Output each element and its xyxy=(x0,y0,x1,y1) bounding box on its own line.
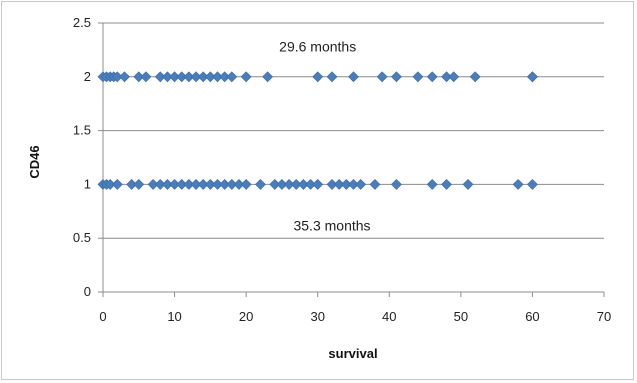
x-tick-label: 0 xyxy=(99,309,106,324)
data-point xyxy=(348,71,359,83)
x-tick-label: 70 xyxy=(597,309,611,324)
data-point xyxy=(462,178,474,190)
data-point xyxy=(176,178,188,190)
y-axis-title: CD46 xyxy=(27,145,42,178)
y-tick-label: 1 xyxy=(84,176,91,191)
data-point xyxy=(133,71,145,83)
data-point xyxy=(169,178,180,190)
data-point xyxy=(190,178,202,190)
data-point xyxy=(305,178,316,190)
data-point xyxy=(448,71,460,83)
axes xyxy=(98,22,605,297)
x-tick-label: 50 xyxy=(454,309,468,324)
data-point xyxy=(391,178,402,190)
data-point xyxy=(369,178,381,190)
data-point xyxy=(226,178,238,190)
data-point xyxy=(133,178,145,190)
data-point xyxy=(161,71,173,83)
data-point xyxy=(297,178,309,190)
y-tick-label: 2 xyxy=(84,69,91,84)
data-point xyxy=(312,178,324,190)
data-point xyxy=(183,71,195,83)
data-point xyxy=(190,71,202,83)
annotation-label: 35.3 months xyxy=(293,217,370,233)
data-point xyxy=(333,178,345,190)
data-point xyxy=(512,178,524,190)
data-point xyxy=(240,71,252,83)
data-point xyxy=(197,178,209,190)
data-point xyxy=(212,71,223,83)
annotations: 29.6 months 35.3 months xyxy=(279,39,370,234)
data-point xyxy=(426,71,438,83)
data-point xyxy=(527,71,538,83)
data-point xyxy=(219,178,231,190)
data-point xyxy=(147,178,159,190)
data-point xyxy=(226,71,238,83)
data-point xyxy=(104,178,116,190)
data-point xyxy=(233,178,245,190)
data-point xyxy=(154,178,166,190)
data-point xyxy=(376,71,388,83)
data-point xyxy=(326,71,338,83)
y-tick-label: 0.5 xyxy=(73,230,91,245)
x-axis-title: survival xyxy=(328,346,377,361)
x-tick-label: 60 xyxy=(525,309,539,324)
data-point xyxy=(276,178,288,190)
data-point xyxy=(262,71,274,83)
data-point xyxy=(312,71,324,83)
x-tick-label: 20 xyxy=(239,309,253,324)
data-point xyxy=(111,71,123,83)
data-point xyxy=(212,178,223,190)
data-point xyxy=(269,178,281,190)
data-point xyxy=(183,178,195,190)
data-point xyxy=(441,178,452,190)
x-tick-label: 10 xyxy=(167,309,181,324)
data-point xyxy=(119,71,130,83)
data-point xyxy=(204,178,216,190)
x-tick-label: 40 xyxy=(382,309,396,324)
data-point xyxy=(283,178,295,190)
data-point xyxy=(527,178,538,190)
data-point xyxy=(391,71,402,83)
data-point xyxy=(197,71,209,83)
data-point xyxy=(204,71,216,83)
tick-labels: 0 0.5 1 1.5 2 2.5 0 10 20 30 40 50 60 70 xyxy=(73,15,611,324)
data-points xyxy=(97,71,538,190)
data-point xyxy=(140,71,152,83)
y-tick-label: 1.5 xyxy=(73,123,91,138)
data-point xyxy=(412,71,424,83)
y-tick-label: 2.5 xyxy=(73,15,91,30)
data-point xyxy=(176,71,188,83)
data-point xyxy=(154,71,166,83)
data-point xyxy=(355,178,367,190)
data-point xyxy=(290,178,302,190)
data-point xyxy=(169,71,180,83)
data-point xyxy=(348,178,359,190)
data-point xyxy=(161,178,173,190)
y-tick-label: 0 xyxy=(84,284,91,299)
data-point xyxy=(255,178,266,190)
data-point xyxy=(240,178,252,190)
data-point xyxy=(326,178,338,190)
data-point xyxy=(111,178,123,190)
data-point xyxy=(340,178,352,190)
data-point xyxy=(219,71,231,83)
data-point xyxy=(441,71,452,83)
data-point xyxy=(426,178,438,190)
grid-lines xyxy=(103,22,604,239)
data-point xyxy=(126,178,138,190)
annotation-label: 29.6 months xyxy=(279,39,356,55)
x-tick-label: 30 xyxy=(310,309,324,324)
data-point xyxy=(469,71,481,83)
